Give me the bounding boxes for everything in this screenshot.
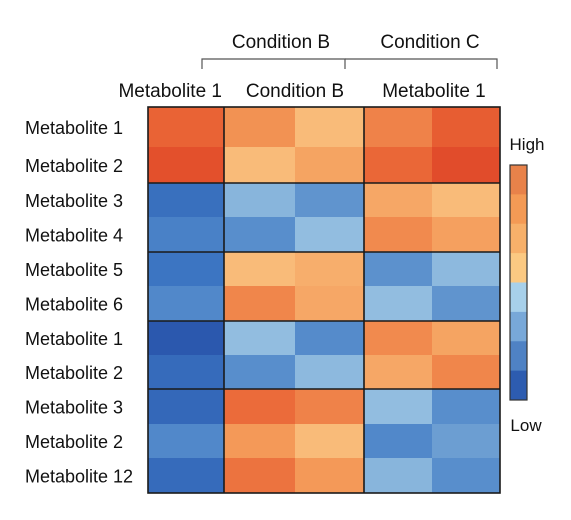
heatmap-cell-r6-c5 (432, 286, 501, 322)
heatmap-cell-r8-c3 (295, 355, 365, 390)
heatmap-cell-r3-c1 (148, 183, 225, 218)
row-label-1: Metabolite 1 (25, 118, 123, 138)
row-label-4: Metabolite 4 (25, 226, 123, 246)
group-brackets (201, 58, 498, 69)
colorbar-segment-8 (510, 370, 527, 401)
heatmap-cell-r8-c1 (148, 355, 225, 390)
colorbar-segment-4 (510, 253, 527, 283)
heatmap-cell-r6-c3 (295, 286, 365, 322)
heatmap-cell-r8-c5 (432, 355, 501, 390)
row-label-9: Metabolite 3 (25, 398, 123, 418)
heatmap-cell-r4-c5 (432, 217, 501, 253)
row-label-8: Metabolite 2 (25, 363, 123, 383)
colorbar (509, 164, 528, 401)
heatmap-cell-r3-c4 (364, 183, 433, 218)
column-header-3: Metabolite 1 (382, 81, 486, 102)
heatmap-cell-r8-c4 (364, 355, 433, 390)
heatmap-cell-r7-c1 (148, 321, 225, 356)
heatmap-cell-r10-c4 (364, 424, 433, 459)
heatmap-cell-r7-c2 (224, 321, 296, 356)
heatmap-cell-r3-c2 (224, 183, 296, 218)
heatmap-cell-r11-c1 (148, 458, 225, 494)
heatmap-cell-r1-c4 (364, 107, 433, 148)
heatmap-cell-r10-c3 (295, 424, 365, 459)
group-header-condition-b: Condition B (232, 32, 330, 53)
column-header-1: Metabolite 1 (118, 81, 222, 102)
row-label-3: Metabolite 3 (25, 191, 123, 211)
heatmap-cell-r5-c1 (148, 252, 225, 287)
heatmap-cell-r6-c1 (148, 286, 225, 322)
heatmap-cells (148, 107, 501, 494)
heatmap-cell-r3-c5 (432, 183, 501, 218)
row-label-10: Metabolite 2 (25, 432, 123, 452)
heatmap-cell-r2-c2 (224, 147, 296, 184)
heatmap-cell-r10-c1 (148, 424, 225, 459)
heatmap-cell-r9-c2 (224, 389, 296, 425)
heatmap-cell-r4-c4 (364, 217, 433, 253)
heatmap-cell-r9-c5 (432, 389, 501, 425)
row-label-7: Metabolite 1 (25, 329, 123, 349)
heatmap-cell-r4-c2 (224, 217, 296, 253)
heatmap-cell-r2-c4 (364, 147, 433, 184)
bracket-condition-c (345, 58, 498, 69)
heatmap-cell-r6-c4 (364, 286, 433, 322)
heatmap-cell-r2-c5 (432, 147, 501, 184)
colorbar-segment-3 (510, 223, 527, 254)
colorbar-segment-5 (510, 282, 527, 313)
heatmap-cell-r5-c4 (364, 252, 433, 287)
colorbar-frame (509, 164, 528, 401)
row-label-6: Metabolite 6 (25, 295, 123, 315)
column-header-2: Condition B (246, 81, 344, 102)
row-label-11: Metabolite 12 (25, 467, 133, 487)
heatmap-outer-border (147, 106, 501, 494)
colorbar-segment-1 (510, 165, 527, 195)
heatmap-cell-r2-c1 (148, 147, 225, 184)
heatmap-cell-r2-c3 (295, 147, 365, 184)
heatmap-cell-r11-c2 (224, 458, 296, 494)
heatmap-borders (147, 106, 501, 494)
row-label-2: Metabolite 2 (25, 156, 123, 176)
heatmap-cell-r5-c5 (432, 252, 501, 287)
heatmap-cell-r10-c5 (432, 424, 501, 459)
row-labels: Metabolite 1 Metabolite 2 Metabolite 3 Meta… (25, 118, 133, 487)
colorbar-segment-6 (510, 311, 527, 342)
heatmap-cell-r9-c3 (295, 389, 365, 425)
heatmap-cell-r4-c1 (148, 217, 225, 253)
heatmap-cell-r1-c2 (224, 107, 296, 148)
heatmap-cell-r1-c5 (432, 107, 501, 148)
heatmap-cell-r1-c3 (295, 107, 365, 148)
heatmap-cell-r7-c5 (432, 321, 501, 356)
colorbar-segment-7 (510, 341, 527, 372)
heatmap-cell-r4-c3 (295, 217, 365, 253)
heatmap-labels: Condition B Condition C Metabolite 1 Con… (118, 32, 544, 435)
heatmap-cell-r5-c3 (295, 252, 365, 287)
heatmap-cell-r5-c2 (224, 252, 296, 287)
heatmap-cell-r10-c2 (224, 424, 296, 459)
row-label-5: Metabolite 5 (25, 260, 123, 280)
heatmap-cell-r8-c2 (224, 355, 296, 390)
colorbar-segment-2 (510, 194, 527, 225)
heatmap-cell-r9-c1 (148, 389, 225, 425)
heatmap-cell-r9-c4 (364, 389, 433, 425)
heatmap-cell-r6-c2 (224, 286, 296, 322)
heatmap-cell-r7-c4 (364, 321, 433, 356)
colorbar-low-label: Low (510, 416, 542, 435)
heatmap-cell-r1-c1 (148, 107, 225, 148)
heatmap-cell-r7-c3 (295, 321, 365, 356)
heatmap-cell-r11-c4 (364, 458, 433, 494)
bracket-condition-b (201, 58, 346, 69)
group-header-condition-c: Condition C (380, 32, 479, 53)
heatmap-cell-r3-c3 (295, 183, 365, 218)
heatmap-cell-r11-c3 (295, 458, 365, 494)
heatmap-cell-r11-c5 (432, 458, 501, 494)
colorbar-high-label: High (510, 135, 545, 154)
